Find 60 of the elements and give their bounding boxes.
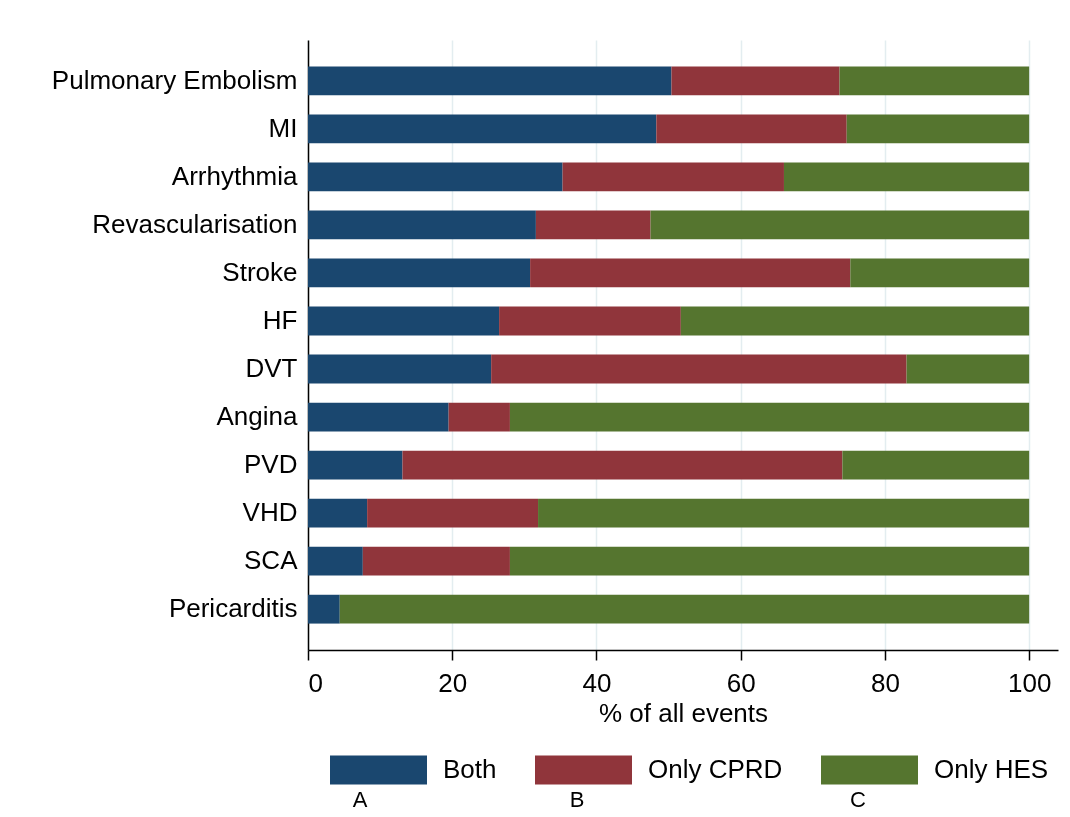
bar [850,258,1030,288]
y-tick-label: Pulmonary Embolism [51,64,298,95]
x-axis-title: % of all events [598,697,769,728]
bar [842,450,1030,480]
y-tick-label: DVT [245,353,298,384]
x-tick-label: 60 [726,667,756,698]
bar [308,546,363,576]
bar [656,114,847,144]
bar [308,258,531,288]
text: B [569,787,585,812]
bar [783,162,1030,192]
bar [650,210,1030,240]
bar [308,66,672,96]
legend-label: Only HES [934,753,1049,784]
y-tick-label: Angina [216,401,299,432]
x-tick-label: 40 [582,667,612,698]
bar [402,450,843,480]
y-tick-label: Pericarditis [168,593,298,624]
x-tick-label: 20 [438,667,468,698]
text: A [352,787,368,812]
bar [308,114,657,144]
bar [308,594,340,624]
legend-label: Only CPRD [648,753,783,784]
bar [362,546,510,576]
x-tick-label: 0 [308,667,323,698]
bar [671,66,840,96]
y-tick-label: SCA [244,545,299,576]
x-tick-label: 80 [870,667,900,698]
bar [308,306,500,336]
bar [906,354,1030,384]
text: C [850,787,867,812]
bar [339,594,1030,624]
bar [308,450,403,480]
bar [308,210,536,240]
bar [308,498,368,528]
y-tick-label: PVD [244,449,298,480]
bar [562,162,784,192]
bar [448,402,510,432]
bar [530,258,851,288]
bar [509,402,1030,432]
bar [491,354,907,384]
bar [367,498,539,528]
y-tick-label: MI [268,112,298,143]
y-tick-label: Arrhythmia [171,160,299,191]
x-tick-label: 100 [1007,667,1052,698]
bar [535,210,651,240]
legend-label: Both [443,753,497,784]
bar [308,162,563,192]
bar [509,546,1030,576]
bar [846,114,1030,144]
bar [308,402,449,432]
y-tick-label: Stroke [222,256,298,287]
bar [680,306,1030,336]
bar [308,354,492,384]
y-tick-label: VHD [242,497,298,528]
y-tick-label: HF [262,304,298,335]
bar [538,498,1030,528]
bar [839,66,1030,96]
bar [499,306,681,336]
y-tick-label: Revascularisation [92,208,298,239]
